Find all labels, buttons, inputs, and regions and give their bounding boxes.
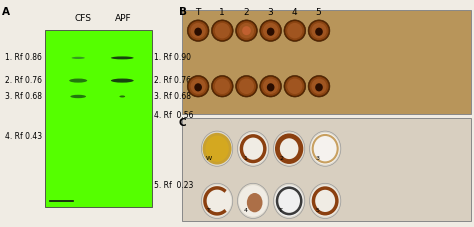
- Ellipse shape: [287, 79, 302, 94]
- Ellipse shape: [194, 83, 202, 91]
- Ellipse shape: [211, 20, 233, 41]
- Text: 4: 4: [292, 8, 297, 17]
- Ellipse shape: [202, 185, 232, 217]
- Text: 5: 5: [316, 8, 321, 17]
- Ellipse shape: [260, 75, 282, 97]
- Ellipse shape: [189, 21, 208, 40]
- Text: 1: 1: [219, 8, 225, 17]
- Text: A: A: [2, 7, 10, 17]
- Text: 4: 4: [243, 208, 247, 213]
- Ellipse shape: [236, 20, 257, 41]
- Ellipse shape: [263, 23, 278, 38]
- Ellipse shape: [238, 133, 268, 165]
- Ellipse shape: [191, 79, 206, 94]
- Ellipse shape: [238, 185, 268, 217]
- Ellipse shape: [202, 133, 232, 165]
- Ellipse shape: [273, 183, 305, 218]
- Ellipse shape: [201, 131, 233, 166]
- Ellipse shape: [310, 77, 328, 96]
- Ellipse shape: [239, 23, 254, 38]
- Ellipse shape: [211, 75, 233, 97]
- Ellipse shape: [201, 183, 233, 218]
- Ellipse shape: [308, 20, 330, 41]
- Text: 2. Rf 0.76: 2. Rf 0.76: [5, 76, 42, 85]
- Text: 1: 1: [243, 156, 247, 161]
- Ellipse shape: [287, 23, 302, 38]
- Text: 2: 2: [243, 8, 249, 17]
- Ellipse shape: [119, 95, 125, 98]
- Bar: [182, 10, 471, 114]
- Ellipse shape: [315, 28, 323, 36]
- Ellipse shape: [111, 79, 134, 83]
- Ellipse shape: [69, 79, 87, 83]
- Ellipse shape: [261, 77, 280, 96]
- Text: 3: 3: [267, 8, 273, 17]
- Text: T: T: [195, 8, 201, 17]
- Ellipse shape: [111, 56, 134, 59]
- Ellipse shape: [315, 83, 323, 91]
- Ellipse shape: [310, 21, 328, 40]
- Text: 3: 3: [315, 156, 319, 161]
- Ellipse shape: [71, 95, 86, 98]
- Ellipse shape: [263, 79, 278, 94]
- Ellipse shape: [72, 57, 85, 59]
- Text: 5: 5: [315, 208, 319, 213]
- Ellipse shape: [237, 183, 269, 218]
- Text: W: W: [206, 156, 212, 161]
- Bar: [45, 30, 152, 207]
- Text: APF: APF: [115, 14, 132, 23]
- Ellipse shape: [310, 131, 341, 166]
- Ellipse shape: [267, 83, 274, 91]
- Text: B: B: [179, 7, 187, 17]
- Ellipse shape: [284, 75, 306, 97]
- Text: T: T: [207, 208, 211, 213]
- Ellipse shape: [187, 75, 209, 97]
- Ellipse shape: [273, 131, 305, 166]
- Ellipse shape: [285, 77, 304, 96]
- Ellipse shape: [187, 20, 209, 41]
- Ellipse shape: [284, 20, 306, 41]
- Ellipse shape: [260, 20, 282, 41]
- Ellipse shape: [194, 28, 202, 36]
- Ellipse shape: [274, 185, 304, 217]
- Text: 1. Rf 0.90: 1. Rf 0.90: [154, 53, 191, 62]
- Ellipse shape: [242, 26, 251, 35]
- Ellipse shape: [213, 77, 232, 96]
- Text: 5. Rf  0.23: 5. Rf 0.23: [154, 180, 193, 190]
- Ellipse shape: [247, 193, 263, 212]
- Text: C: C: [179, 118, 186, 128]
- Ellipse shape: [308, 75, 330, 97]
- Ellipse shape: [237, 21, 256, 40]
- Ellipse shape: [310, 133, 340, 165]
- Text: 3. Rf 0.68: 3. Rf 0.68: [154, 92, 191, 101]
- Bar: [182, 118, 471, 221]
- Ellipse shape: [239, 79, 254, 94]
- Ellipse shape: [310, 183, 341, 218]
- Ellipse shape: [215, 23, 230, 38]
- Text: 1. Rf 0.86: 1. Rf 0.86: [5, 53, 42, 62]
- Ellipse shape: [311, 23, 327, 38]
- Ellipse shape: [191, 23, 206, 38]
- Ellipse shape: [311, 79, 327, 94]
- Ellipse shape: [261, 21, 280, 40]
- Ellipse shape: [189, 77, 208, 96]
- Text: 3. Rf 0.68: 3. Rf 0.68: [5, 92, 42, 101]
- Ellipse shape: [267, 28, 274, 36]
- Ellipse shape: [237, 131, 269, 166]
- Ellipse shape: [274, 133, 304, 165]
- Ellipse shape: [310, 185, 340, 217]
- Text: CFS: CFS: [74, 14, 91, 23]
- Text: 2: 2: [279, 156, 283, 161]
- Ellipse shape: [205, 136, 229, 162]
- Text: 2. Rf 0.76: 2. Rf 0.76: [154, 76, 191, 85]
- Text: 4. Rf 0.43: 4. Rf 0.43: [5, 132, 42, 141]
- Text: T: T: [279, 208, 283, 213]
- Ellipse shape: [213, 21, 232, 40]
- Ellipse shape: [236, 75, 257, 97]
- Ellipse shape: [215, 79, 230, 94]
- Ellipse shape: [237, 77, 256, 96]
- Text: 4. Rf  0.56: 4. Rf 0.56: [154, 111, 193, 120]
- Ellipse shape: [285, 21, 304, 40]
